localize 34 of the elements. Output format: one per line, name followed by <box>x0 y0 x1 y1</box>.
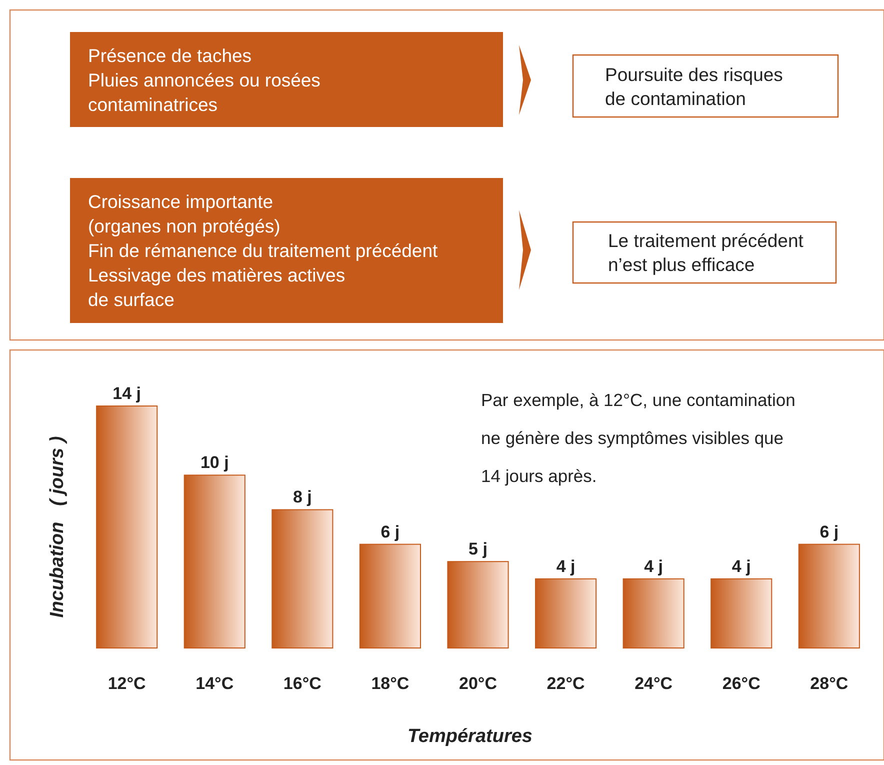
bar <box>447 561 509 648</box>
bar <box>359 544 421 648</box>
data-label: 4 j <box>732 556 751 576</box>
text: Présence de taches Pluies annoncées ou rosées contaminatrices <box>88 45 320 115</box>
x-tick-label: 14°C <box>196 674 234 693</box>
bar <box>96 406 158 648</box>
data-label: 4 j <box>556 556 576 576</box>
text: Poursuite des risques de contamination <box>605 64 783 109</box>
x-tick-label: 20°C <box>459 674 497 693</box>
bar <box>710 578 772 648</box>
x-tick-label: 22°C <box>546 674 585 693</box>
bar <box>622 578 684 648</box>
data-label: 6 j <box>820 522 839 542</box>
x-tick-label: 28°C <box>810 674 848 693</box>
data-label: 6 j <box>380 522 400 542</box>
data-label: 10 j <box>200 453 229 472</box>
bar <box>535 578 597 648</box>
x-axis-title: Températures <box>408 726 532 747</box>
x-tick-label: 12°C <box>108 674 146 693</box>
data-label: 8 j <box>292 488 312 507</box>
data-label: 4 j <box>644 556 664 576</box>
y-axis-title: Incubation ( jours ) <box>47 436 68 618</box>
data-label: 14 j <box>112 384 142 403</box>
x-tick-label: 24°C <box>634 674 673 693</box>
annotation: Par exemple, à 12°C, une contamination ne génère des symptômes visibles que 14 jours après. <box>481 390 796 486</box>
data-label: 5 j <box>468 540 488 559</box>
x-tick-label: 26°C <box>722 674 760 693</box>
text: Le traitement précédent n’est plus efficace <box>608 230 804 275</box>
bar <box>184 474 246 648</box>
x-tick-label: 18°C <box>371 674 410 693</box>
bar <box>272 509 334 648</box>
bar <box>798 544 860 648</box>
x-tick-label: 16°C <box>283 674 322 693</box>
text: Croissance importante (organes non protégés) Fin de rémanence du traitement précédent Lessivage des matières actives de surface <box>88 191 438 310</box>
